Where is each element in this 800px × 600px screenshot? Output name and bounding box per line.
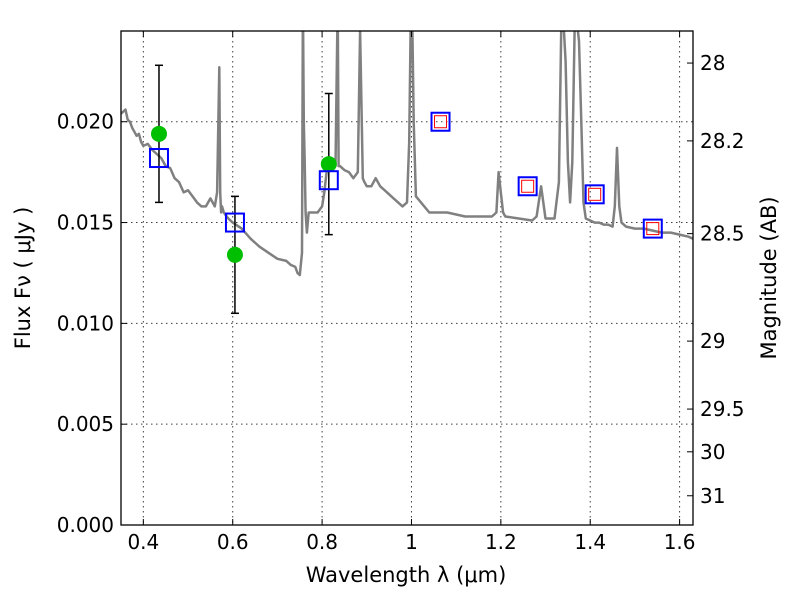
right-y-tick-label: 29.5 (700, 397, 745, 421)
x-axis-label: Wavelength λ (μm) (306, 563, 507, 587)
ticks: 0.4 0.6 0.8 1 1.2 1.4 1.6 0.000 0.005 0.010 0.015 0… (57, 31, 745, 554)
data-point-observed (320, 156, 337, 173)
x-tick-label: 0.6 (217, 530, 249, 554)
y-tick-label: 0.005 (57, 412, 114, 436)
y-tick-label: 0.000 (57, 513, 114, 537)
y-tick-label: 0.015 (57, 211, 114, 235)
series-line-model-spectrum (121, 31, 693, 277)
plot-frame (120, 30, 694, 526)
marker-layer (148, 64, 663, 315)
data-point-model-small (434, 115, 448, 129)
data-point-model (584, 184, 605, 205)
right-y-tick-label: 30 (700, 440, 725, 464)
data-point-model (318, 170, 339, 191)
data-point-model (224, 212, 245, 233)
data-point-model (430, 111, 451, 132)
right-y-tick-label: 29 (700, 329, 725, 353)
y-tick-label: 0.010 (57, 311, 114, 335)
x-tick-label: 1.4 (574, 530, 606, 554)
right-y-tick-label: 31 (700, 484, 725, 508)
x-tick-label: 1.6 (664, 530, 696, 554)
data-point-model-small (646, 222, 660, 236)
plot-background (121, 31, 693, 525)
data-layer (121, 31, 693, 277)
data-point-model (517, 176, 538, 197)
x-tick-label: 1 (405, 530, 418, 554)
right-y-tick-label: 28.2 (700, 129, 745, 153)
y-tick-label: 0.020 (57, 110, 114, 134)
x-tick-label: 0.8 (306, 530, 338, 554)
right-y-tick-label: 28.5 (700, 222, 745, 246)
data-point-model-small (588, 187, 602, 201)
right-y-tick-label: 28 (700, 51, 725, 75)
data-point-model (148, 148, 169, 169)
x-tick-label: 0.4 (127, 530, 159, 554)
data-point-model (642, 218, 663, 239)
data-point-observed (226, 246, 243, 263)
right-y-axis-label: Magnitude (AB) (757, 196, 781, 359)
x-tick-label: 1.2 (485, 530, 517, 554)
data-point-observed (150, 125, 167, 142)
y-axis-label: Flux Fν ( μJy ) (11, 207, 35, 350)
data-point-model-small (521, 179, 535, 193)
